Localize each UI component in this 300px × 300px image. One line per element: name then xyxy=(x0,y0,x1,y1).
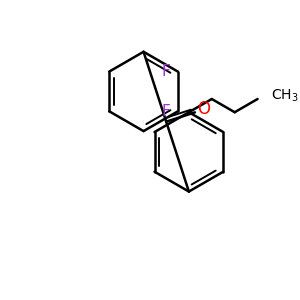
Text: F: F xyxy=(161,64,170,79)
Text: O: O xyxy=(197,100,210,118)
Text: CH$_3$: CH$_3$ xyxy=(271,88,298,104)
Text: F: F xyxy=(161,104,170,119)
